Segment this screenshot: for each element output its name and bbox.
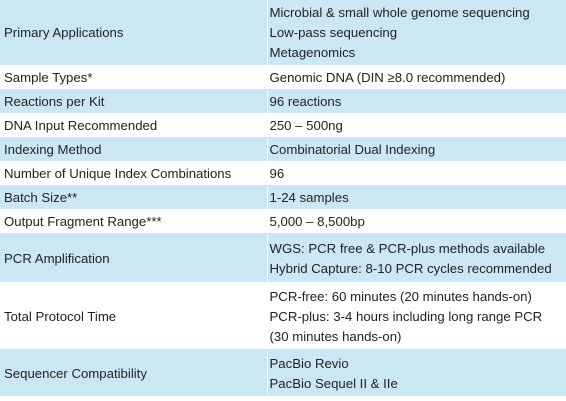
value-line: 250 – 500ng xyxy=(269,118,343,133)
table-row: Sample Types* Genomic DNA (DIN ≥8.0 reco… xyxy=(0,66,566,91)
row-value: 5,000 – 8,500bp xyxy=(267,210,566,235)
value-line: Low-pass sequencing xyxy=(269,24,398,40)
value-line: PacBio Revio xyxy=(269,355,349,371)
row-label: Indexing Method xyxy=(0,138,268,163)
row-value: WGS: PCR free & PCR-plus methods availab… xyxy=(267,234,566,284)
row-label: Number of Unique Index Combinations xyxy=(0,162,268,187)
value-line: Genomic DNA (DIN ≥8.0 recommended) xyxy=(269,70,506,85)
value-line: PCR-free: 60 minutes (20 minutes hands-o… xyxy=(269,288,532,304)
row-label: Output Fragment Range*** xyxy=(0,210,268,235)
value-line: Hybrid Capture: 8-10 PCR cycles recommen… xyxy=(269,260,552,276)
row-label: Primary Applications xyxy=(0,0,268,67)
row-label: Total Protocol Time xyxy=(0,283,268,351)
row-value: PCR-free: 60 minutes (20 minutes hands-o… xyxy=(267,283,566,351)
table-row: Number of Unique Index Combinations 96 xyxy=(0,162,566,187)
value-line: PacBio Sequel II & IIe xyxy=(269,375,398,391)
table-row: Sequencer Compatibility PacBio Revio Pac… xyxy=(0,350,566,398)
row-value: PacBio Revio PacBio Sequel II & IIe xyxy=(267,350,566,398)
row-value: Combinatorial Dual Indexing xyxy=(267,138,566,163)
value-line: PCR-plus: 3-4 hours including long range… xyxy=(269,308,543,324)
value-line: 5,000 – 8,500bp xyxy=(269,214,365,229)
row-label: PCR Amplification xyxy=(0,234,268,284)
row-label: Reactions per Kit xyxy=(0,90,268,115)
row-label: Sequencer Compatibility xyxy=(0,350,268,398)
table-row: Primary Applications Microbial & small w… xyxy=(0,0,566,67)
table-row: PCR Amplification WGS: PCR free & PCR-pl… xyxy=(0,234,566,284)
row-value: 250 – 500ng xyxy=(267,114,566,139)
table-row: Total Protocol Time PCR-free: 60 minutes… xyxy=(0,283,566,351)
row-value: 1-24 samples xyxy=(267,186,566,211)
row-value: 96 reactions xyxy=(267,90,566,115)
table-row: DNA Input Recommended 250 – 500ng xyxy=(0,114,566,139)
row-label: DNA Input Recommended xyxy=(0,114,268,139)
value-line: WGS: PCR free & PCR-plus methods availab… xyxy=(269,240,546,256)
table-row: Indexing Method Combinatorial Dual Index… xyxy=(0,138,566,163)
table-row: Reactions per Kit 96 reactions xyxy=(0,90,566,115)
row-value: Genomic DNA (DIN ≥8.0 recommended) xyxy=(267,66,566,91)
value-line: 96 xyxy=(269,166,285,181)
value-line: 96 reactions xyxy=(269,94,342,109)
value-line: Microbial & small whole genome sequencin… xyxy=(269,4,530,20)
value-line: Metagenomics xyxy=(269,44,356,60)
value-line: Combinatorial Dual Indexing xyxy=(269,142,436,157)
table-row: Output Fragment Range*** 5,000 – 8,500bp xyxy=(0,210,566,235)
row-label: Batch Size** xyxy=(0,186,268,211)
value-line: (30 minutes hands-on) xyxy=(269,328,402,344)
table-row: Batch Size** 1-24 samples xyxy=(0,186,566,211)
row-label: Sample Types* xyxy=(0,66,268,91)
row-value: 96 xyxy=(267,162,566,187)
value-line: 1-24 samples xyxy=(269,190,349,205)
row-value: Microbial & small whole genome sequencin… xyxy=(267,0,566,67)
